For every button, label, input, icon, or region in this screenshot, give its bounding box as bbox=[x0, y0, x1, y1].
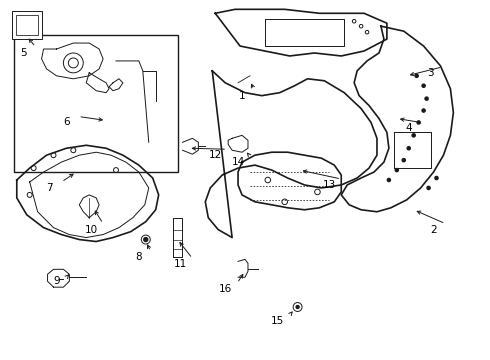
Text: 15: 15 bbox=[271, 316, 284, 326]
Text: 9: 9 bbox=[53, 276, 60, 286]
Text: 8: 8 bbox=[136, 252, 142, 262]
Circle shape bbox=[427, 186, 430, 189]
Bar bbox=[14, 35, 177, 172]
Circle shape bbox=[395, 168, 398, 172]
Circle shape bbox=[422, 84, 425, 87]
Circle shape bbox=[435, 176, 438, 180]
Circle shape bbox=[387, 179, 391, 181]
Text: 12: 12 bbox=[209, 150, 222, 160]
Text: 4: 4 bbox=[405, 123, 412, 134]
Text: 14: 14 bbox=[231, 157, 245, 167]
Circle shape bbox=[296, 306, 299, 309]
Circle shape bbox=[407, 147, 410, 150]
Circle shape bbox=[402, 158, 405, 162]
Circle shape bbox=[425, 97, 428, 100]
Text: 7: 7 bbox=[46, 183, 53, 193]
Bar bbox=[12, 11, 42, 39]
Text: 10: 10 bbox=[85, 225, 98, 235]
Circle shape bbox=[422, 109, 425, 112]
Bar bbox=[16, 15, 38, 35]
Circle shape bbox=[417, 121, 420, 124]
Text: 1: 1 bbox=[239, 91, 245, 101]
Text: 11: 11 bbox=[174, 259, 187, 269]
Text: 13: 13 bbox=[323, 180, 336, 190]
Text: 3: 3 bbox=[427, 68, 434, 78]
Text: 6: 6 bbox=[63, 117, 70, 127]
Text: 16: 16 bbox=[219, 284, 232, 294]
Circle shape bbox=[415, 74, 418, 77]
Text: 2: 2 bbox=[430, 225, 437, 235]
Text: 5: 5 bbox=[21, 48, 27, 58]
Circle shape bbox=[144, 238, 148, 242]
Circle shape bbox=[412, 134, 416, 137]
